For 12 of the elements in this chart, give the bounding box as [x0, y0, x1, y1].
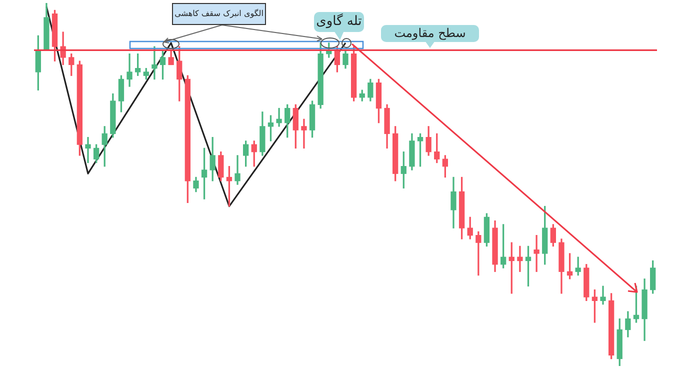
candlestick [600, 286, 606, 305]
candlestick [152, 46, 158, 80]
candlestick [517, 246, 523, 272]
candlestick [301, 118, 307, 149]
annotation: تله گاوی [314, 12, 364, 32]
candlestick [276, 108, 282, 127]
annotation: سطح مقاومت [381, 25, 479, 42]
annotation: الگوی انبرک سقف کاهشی [172, 3, 266, 25]
candlestick [534, 234, 540, 272]
candlestick [126, 53, 132, 87]
candlestick [85, 136, 91, 164]
candlestick [234, 155, 240, 185]
